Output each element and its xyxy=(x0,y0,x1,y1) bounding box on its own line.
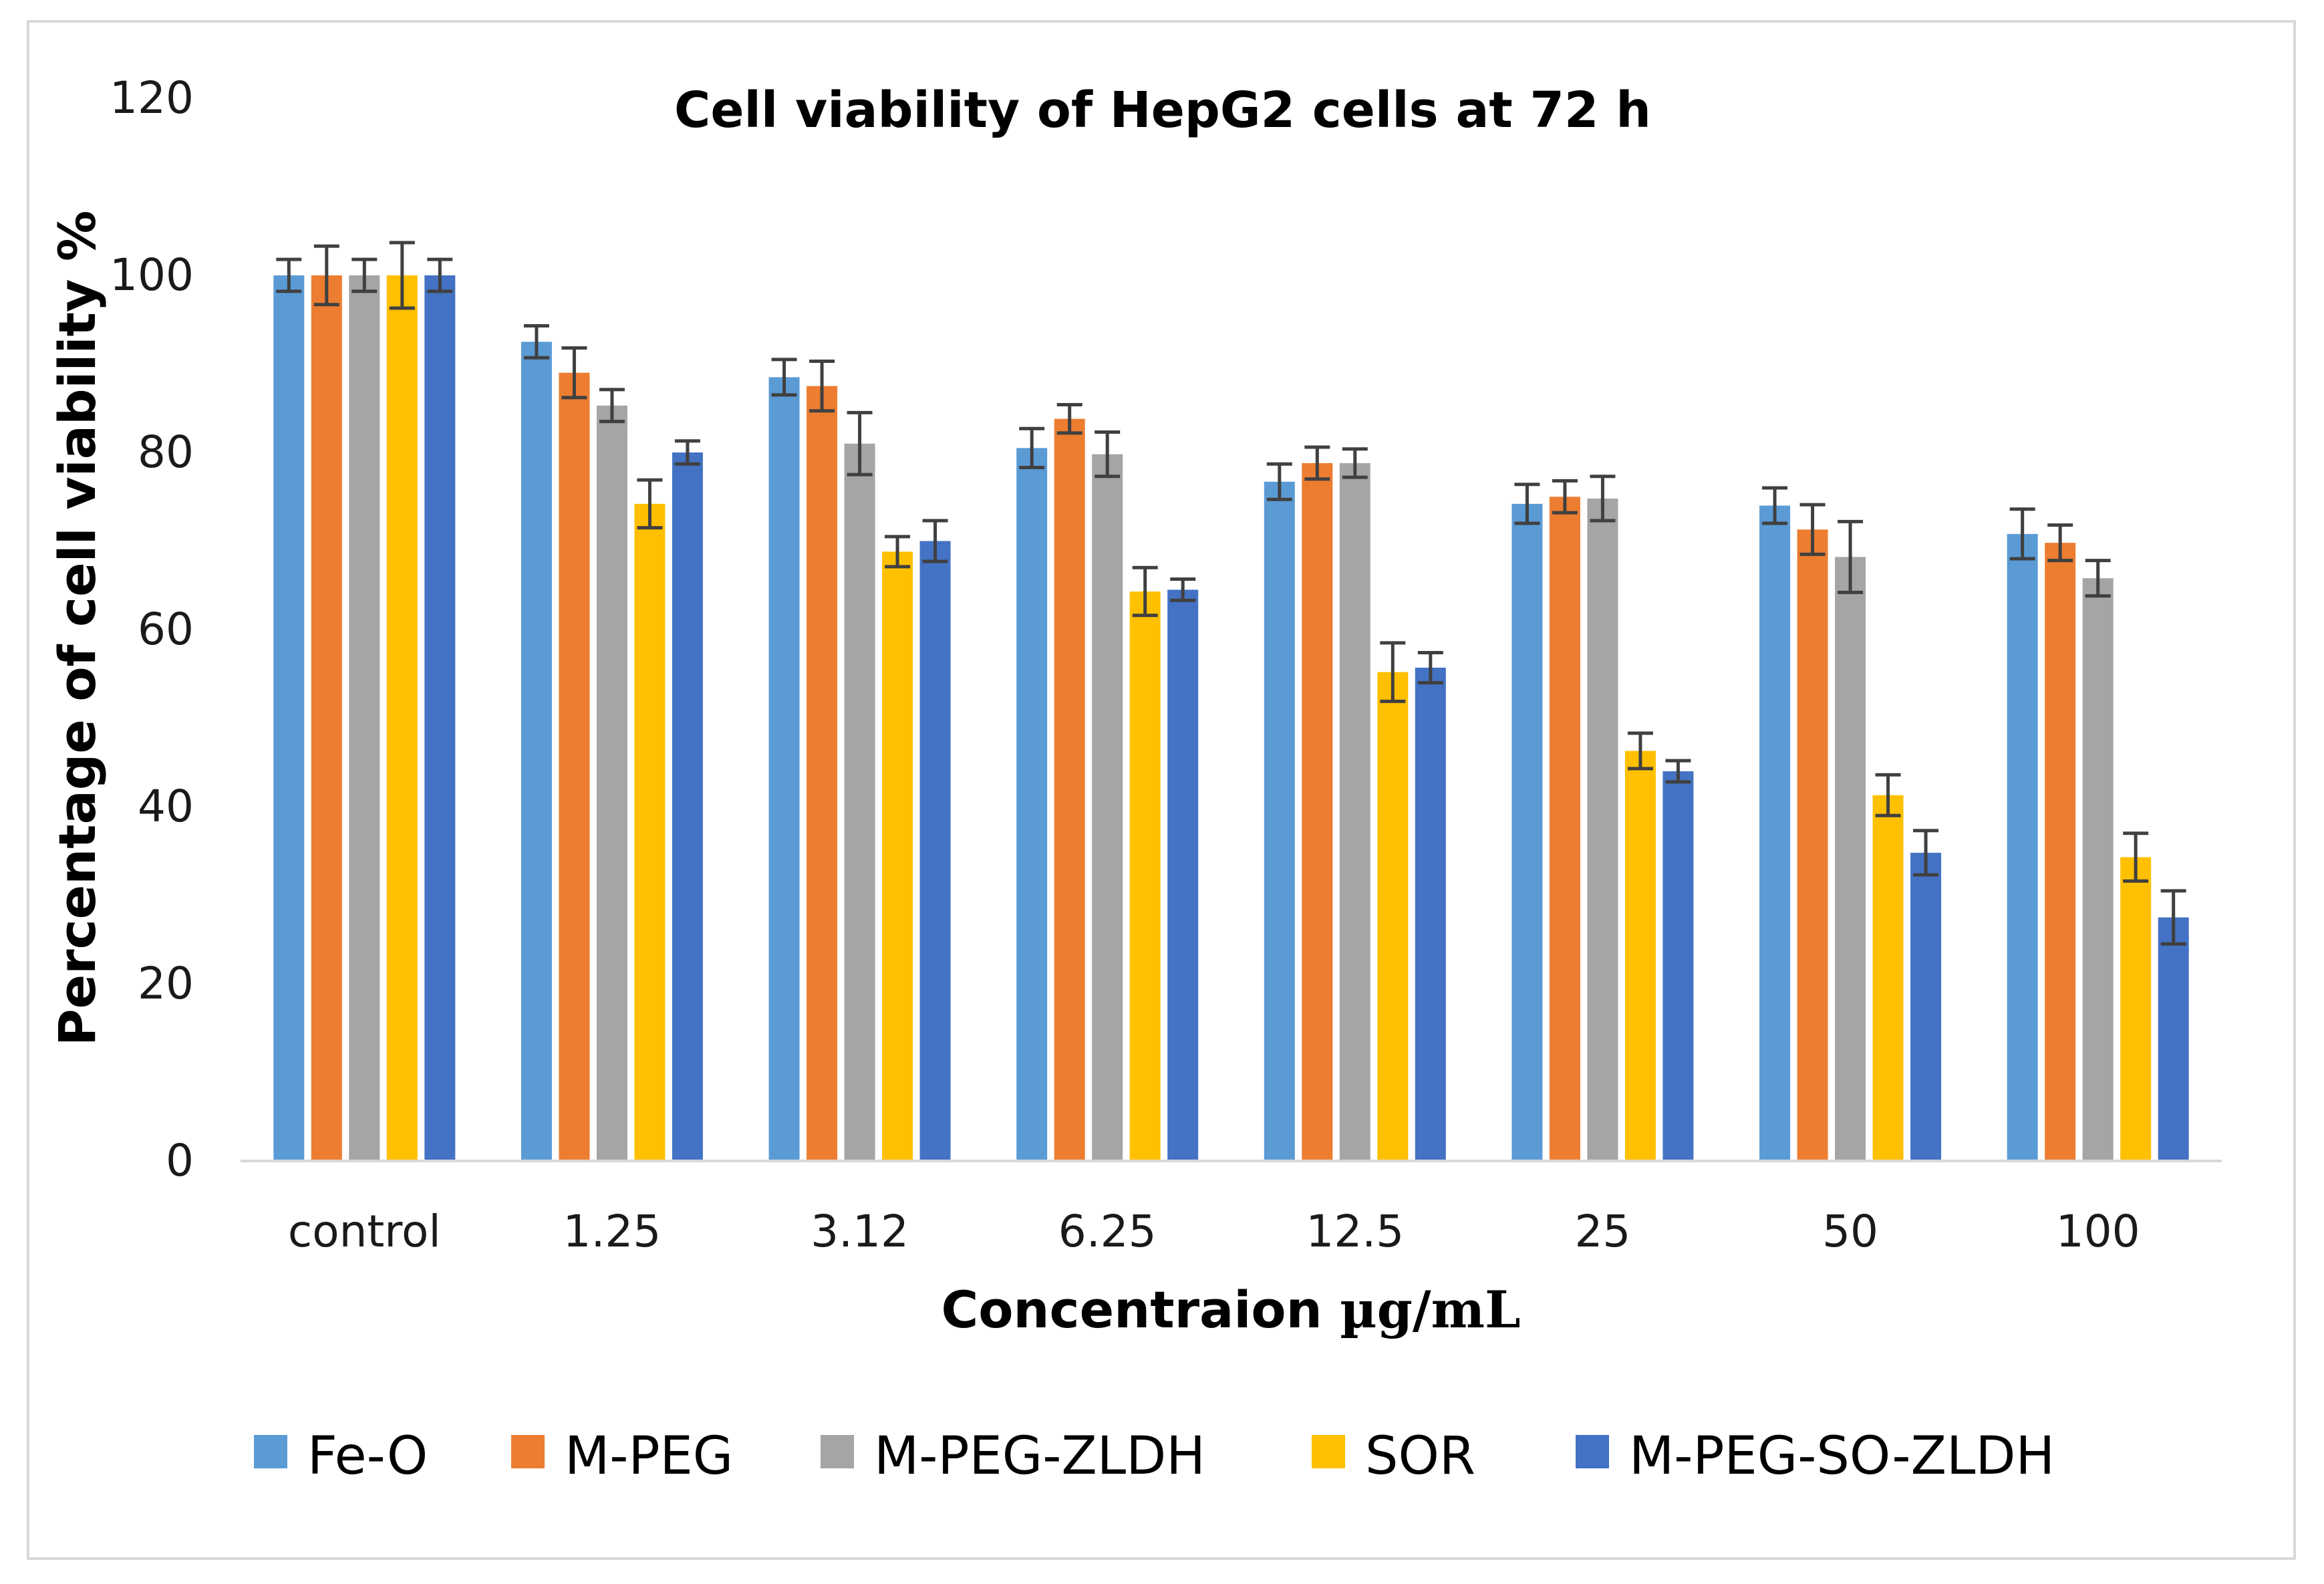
bar xyxy=(1511,503,1543,1161)
x-tick-label: 3.12 xyxy=(811,1206,909,1257)
bar xyxy=(2007,533,2038,1161)
bar xyxy=(634,503,666,1161)
bar xyxy=(2045,543,2076,1161)
legend-swatch xyxy=(254,1435,287,1468)
x-axis-title-unit: µg/mL xyxy=(1340,1280,1520,1339)
bar xyxy=(768,377,800,1161)
x-tick-label: 100 xyxy=(2056,1206,2140,1257)
legend-swatch xyxy=(511,1435,545,1468)
y-tick-label: 100 xyxy=(110,249,194,301)
chart-title: Cell viability of HepG2 cells at 72 h xyxy=(674,82,1651,139)
bar xyxy=(1302,463,1333,1161)
bar xyxy=(1167,589,1199,1161)
x-tick-label: 12.5 xyxy=(1306,1206,1404,1257)
bar xyxy=(1092,454,1123,1161)
bar xyxy=(1872,795,1904,1161)
bar xyxy=(1377,672,1409,1161)
bar xyxy=(349,275,380,1161)
legend-swatch xyxy=(1312,1435,1345,1468)
bar xyxy=(424,275,456,1161)
error-bars xyxy=(276,241,2186,946)
bar xyxy=(844,443,875,1161)
bar xyxy=(2082,578,2114,1161)
bar xyxy=(273,275,305,1161)
x-axis-tick-labels: control 1.25 3.12 6.25 12.5 25 50 100 xyxy=(288,1206,2140,1257)
bar xyxy=(1054,418,1085,1161)
bar xyxy=(1016,448,1048,1161)
bar xyxy=(1835,557,1866,1161)
legend-swatch xyxy=(821,1435,854,1468)
x-tick-label: 50 xyxy=(1822,1206,1878,1257)
bar xyxy=(672,452,703,1161)
bar xyxy=(1549,497,1580,1161)
x-tick-label: 1.25 xyxy=(563,1206,661,1257)
legend-label: M-PEG-SO-ZLDH xyxy=(1629,1426,2055,1486)
x-tick-label: 6.25 xyxy=(1058,1206,1157,1257)
legend-label: M-PEG xyxy=(565,1426,733,1486)
bar xyxy=(1624,751,1656,1161)
y-tick-label: 80 xyxy=(138,426,194,478)
bar xyxy=(807,386,838,1161)
y-tick-label: 120 xyxy=(110,72,194,124)
x-axis-title-text: Concentraion xyxy=(941,1280,1340,1339)
bar xyxy=(2120,857,2152,1161)
y-tick-label: 20 xyxy=(138,958,194,1009)
x-tick-label: control xyxy=(288,1206,441,1257)
bar xyxy=(1415,667,1446,1161)
bar xyxy=(1910,852,1942,1161)
bar xyxy=(1339,463,1370,1161)
bar xyxy=(882,551,913,1161)
y-tick-label: 0 xyxy=(166,1135,194,1186)
bar xyxy=(559,372,590,1161)
legend: Fe-O M-PEG M-PEG-ZLDH SOR M-PEG-SO-ZLDH xyxy=(254,1426,2055,1486)
x-tick-label: 25 xyxy=(1574,1206,1630,1257)
bar xyxy=(1587,498,1618,1161)
legend-label: SOR xyxy=(1365,1426,1475,1486)
y-axis-tick-labels: 0 20 40 60 80 100 120 xyxy=(110,72,194,1186)
legend-label: M-PEG-ZLDH xyxy=(874,1426,1205,1486)
bar xyxy=(1264,481,1295,1161)
bar xyxy=(311,275,342,1161)
bar-series xyxy=(273,275,2189,1161)
bar xyxy=(521,342,552,1161)
bar xyxy=(1129,591,1161,1161)
legend-label: Fe-O xyxy=(307,1426,428,1486)
y-tick-label: 60 xyxy=(138,604,194,655)
bar xyxy=(1662,771,1694,1161)
y-axis-title: Percentage of cell viability % xyxy=(47,211,107,1046)
bar xyxy=(596,405,627,1161)
bar xyxy=(1759,505,1791,1161)
bar xyxy=(1797,529,1828,1161)
legend-swatch xyxy=(1576,1435,1609,1468)
bar xyxy=(2158,917,2189,1161)
bar xyxy=(386,275,418,1161)
bar xyxy=(919,541,951,1161)
x-axis-title: Concentraion µg/mL xyxy=(941,1280,1520,1339)
y-tick-label: 40 xyxy=(138,781,194,832)
